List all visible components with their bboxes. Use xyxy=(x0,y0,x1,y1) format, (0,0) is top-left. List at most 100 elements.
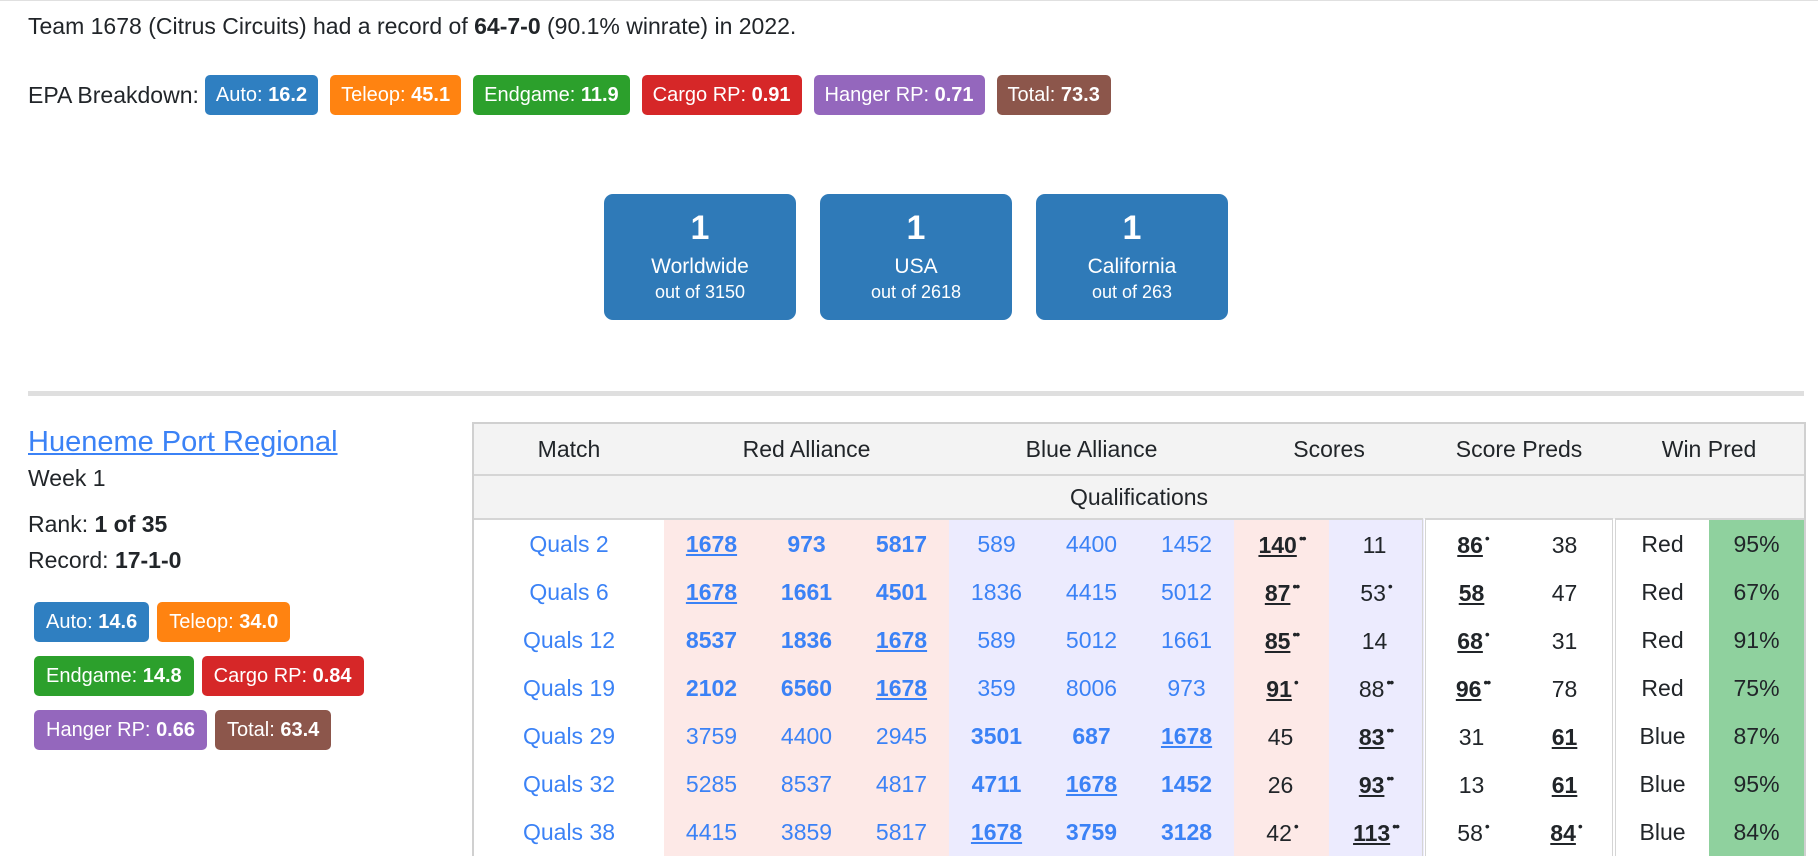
rp-dots: •• xyxy=(1292,625,1300,642)
header-win-pred: Win Pred xyxy=(1614,424,1805,476)
match-link[interactable]: Quals 29 xyxy=(522,722,616,749)
blue-team-link[interactable]: 1678 xyxy=(1139,712,1235,760)
red-team-link[interactable]: 4501 xyxy=(854,568,950,616)
blue-score-pred: 84 • xyxy=(1550,817,1582,846)
win-pred-prob: 95% xyxy=(1709,519,1805,568)
red-score: 26 xyxy=(1234,760,1330,808)
event-epa-total-badge: Total: 63.4 xyxy=(215,710,332,750)
win-pred-team: Blue xyxy=(1612,712,1710,760)
blue-score: 14 xyxy=(1329,616,1425,664)
section-divider xyxy=(28,391,1804,396)
epa-breakdown-label: EPA Breakdown: xyxy=(28,81,199,108)
event-epa-teleop-badge: Teleop: 34.0 xyxy=(157,602,291,642)
match-link[interactable]: Quals 38 xyxy=(522,818,616,845)
epa-breakdown: EPA Breakdown: Auto: 16.2 Teleop: 45.1 E… xyxy=(28,74,1123,116)
blue-score-pred: 31 xyxy=(1551,627,1578,654)
rank-number: 1 xyxy=(1122,209,1142,247)
blue-team-link[interactable]: 1452 xyxy=(1139,519,1235,568)
red-team-link[interactable]: 5817 xyxy=(854,519,950,568)
rp-dots: •• xyxy=(1292,577,1300,594)
epa-total-badge: Total: 73.3 xyxy=(996,75,1111,115)
blue-team-link[interactable]: 5012 xyxy=(1139,568,1235,616)
blue-team-link[interactable]: 1661 xyxy=(1139,616,1235,664)
blue-team-link[interactable]: 359 xyxy=(949,664,1045,712)
blue-team-link[interactable]: 5012 xyxy=(1044,616,1140,664)
blue-team-link[interactable]: 1678 xyxy=(949,808,1045,856)
epa-endgame-badge: Endgame: 11.9 xyxy=(473,75,630,115)
match-link[interactable]: Quals 6 xyxy=(529,578,609,605)
header-match: Match xyxy=(474,424,664,476)
blue-team-link[interactable]: 1452 xyxy=(1139,760,1235,808)
blue-team-link[interactable]: 1836 xyxy=(949,568,1045,616)
red-team-link[interactable]: 4415 xyxy=(664,808,759,856)
red-score: 87 •• xyxy=(1234,568,1330,616)
rp-dots: • xyxy=(1484,817,1490,834)
epa-teleop-badge: Teleop: 45.1 xyxy=(330,75,462,115)
event-name-link[interactable]: Hueneme Port Regional xyxy=(28,426,338,458)
rp-dots: • xyxy=(1387,577,1393,594)
match-link[interactable]: Quals 12 xyxy=(522,626,616,653)
rank-total: out of 2618 xyxy=(870,282,962,302)
epa-cargo-rp-badge: Cargo RP: 0.91 xyxy=(641,75,802,115)
red-team-link[interactable]: 6560 xyxy=(759,664,854,712)
red-team-link[interactable]: 5285 xyxy=(664,760,759,808)
rank-card-worldwide: 1 Worldwide out of 3150 xyxy=(604,194,796,320)
win-pred-team: Blue xyxy=(1612,760,1710,808)
blue-score: 113 •• xyxy=(1329,808,1425,856)
blue-team-link[interactable]: 3501 xyxy=(949,712,1045,760)
table-row: Quals 32 5285 8537 4817 4711 1678 1452 26 93 •• 13… xyxy=(474,760,1805,808)
blue-team-link[interactable]: 4400 xyxy=(1044,519,1140,568)
blue-team-link[interactable]: 4415 xyxy=(1044,568,1140,616)
red-team-link[interactable]: 1678 xyxy=(664,519,759,568)
table-header-row: Match Red Alliance Blue Alliance Scores … xyxy=(474,424,1805,476)
match-link[interactable]: Quals 2 xyxy=(529,530,609,557)
win-pred-team: Red xyxy=(1612,616,1710,664)
blue-team-link[interactable]: 3759 xyxy=(1044,808,1140,856)
win-pred-prob: 95% xyxy=(1709,760,1805,808)
blue-team-link[interactable]: 589 xyxy=(949,616,1045,664)
rp-dots: • xyxy=(1293,673,1299,690)
red-team-link[interactable]: 1836 xyxy=(759,616,854,664)
blue-team-link[interactable]: 687 xyxy=(1044,712,1140,760)
table-row: Quals 12 8537 1836 1678 589 5012 1661 85 •• 14 68 •… xyxy=(474,616,1805,664)
event-info: Hueneme Port Regional Week 1 Rank: 1 of … xyxy=(28,424,448,578)
section-qualifications: Qualifications xyxy=(474,475,1805,520)
blue-team-link[interactable]: 589 xyxy=(949,519,1045,568)
rp-dots: •• xyxy=(1386,673,1394,690)
blue-score-pred: 38 xyxy=(1551,531,1578,558)
rank-scope: USA xyxy=(894,255,938,278)
match-link[interactable]: Quals 32 xyxy=(522,770,616,797)
blue-team-link[interactable]: 1678 xyxy=(1044,760,1140,808)
rank-total: out of 3150 xyxy=(654,282,746,302)
red-score: 91 • xyxy=(1234,664,1330,712)
rp-dots: • xyxy=(1484,625,1490,642)
red-team-link[interactable]: 4400 xyxy=(759,712,854,760)
red-score-pred: 58 xyxy=(1422,568,1520,616)
red-team-link[interactable]: 973 xyxy=(759,519,854,568)
red-team-link[interactable]: 1678 xyxy=(664,568,759,616)
win-pred-prob: 75% xyxy=(1709,664,1805,712)
win-pred-team: Blue xyxy=(1612,808,1710,856)
red-team-link[interactable]: 1678 xyxy=(854,616,950,664)
match-link[interactable]: Quals 19 xyxy=(522,674,616,701)
red-team-link[interactable]: 3859 xyxy=(759,808,854,856)
red-score: 140 •• xyxy=(1234,519,1330,568)
red-team-link[interactable]: 1661 xyxy=(759,568,854,616)
red-team-link[interactable]: 8537 xyxy=(664,616,759,664)
blue-team-link[interactable]: 8006 xyxy=(1044,664,1140,712)
red-team-link[interactable]: 3759 xyxy=(664,712,759,760)
blue-score: 83 •• xyxy=(1329,712,1425,760)
blue-team-link[interactable]: 4711 xyxy=(949,760,1045,808)
red-team-link[interactable]: 2102 xyxy=(664,664,759,712)
red-team-link[interactable]: 5817 xyxy=(854,808,950,856)
win-pred-team: Red xyxy=(1612,664,1710,712)
rank-number: 1 xyxy=(906,209,926,247)
red-team-link[interactable]: 1678 xyxy=(854,664,950,712)
blue-team-link[interactable]: 973 xyxy=(1139,664,1235,712)
blue-team-link[interactable]: 3128 xyxy=(1139,808,1235,856)
rank-scope: California xyxy=(1087,255,1177,278)
red-team-link[interactable]: 8537 xyxy=(759,760,854,808)
red-team-link[interactable]: 4817 xyxy=(854,760,950,808)
top-border xyxy=(0,0,1818,1)
red-team-link[interactable]: 2945 xyxy=(854,712,950,760)
